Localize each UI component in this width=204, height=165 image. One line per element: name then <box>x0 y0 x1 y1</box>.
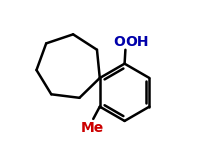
Text: Me: Me <box>80 121 104 134</box>
Text: O: O <box>113 35 125 49</box>
Text: OH: OH <box>125 35 148 49</box>
